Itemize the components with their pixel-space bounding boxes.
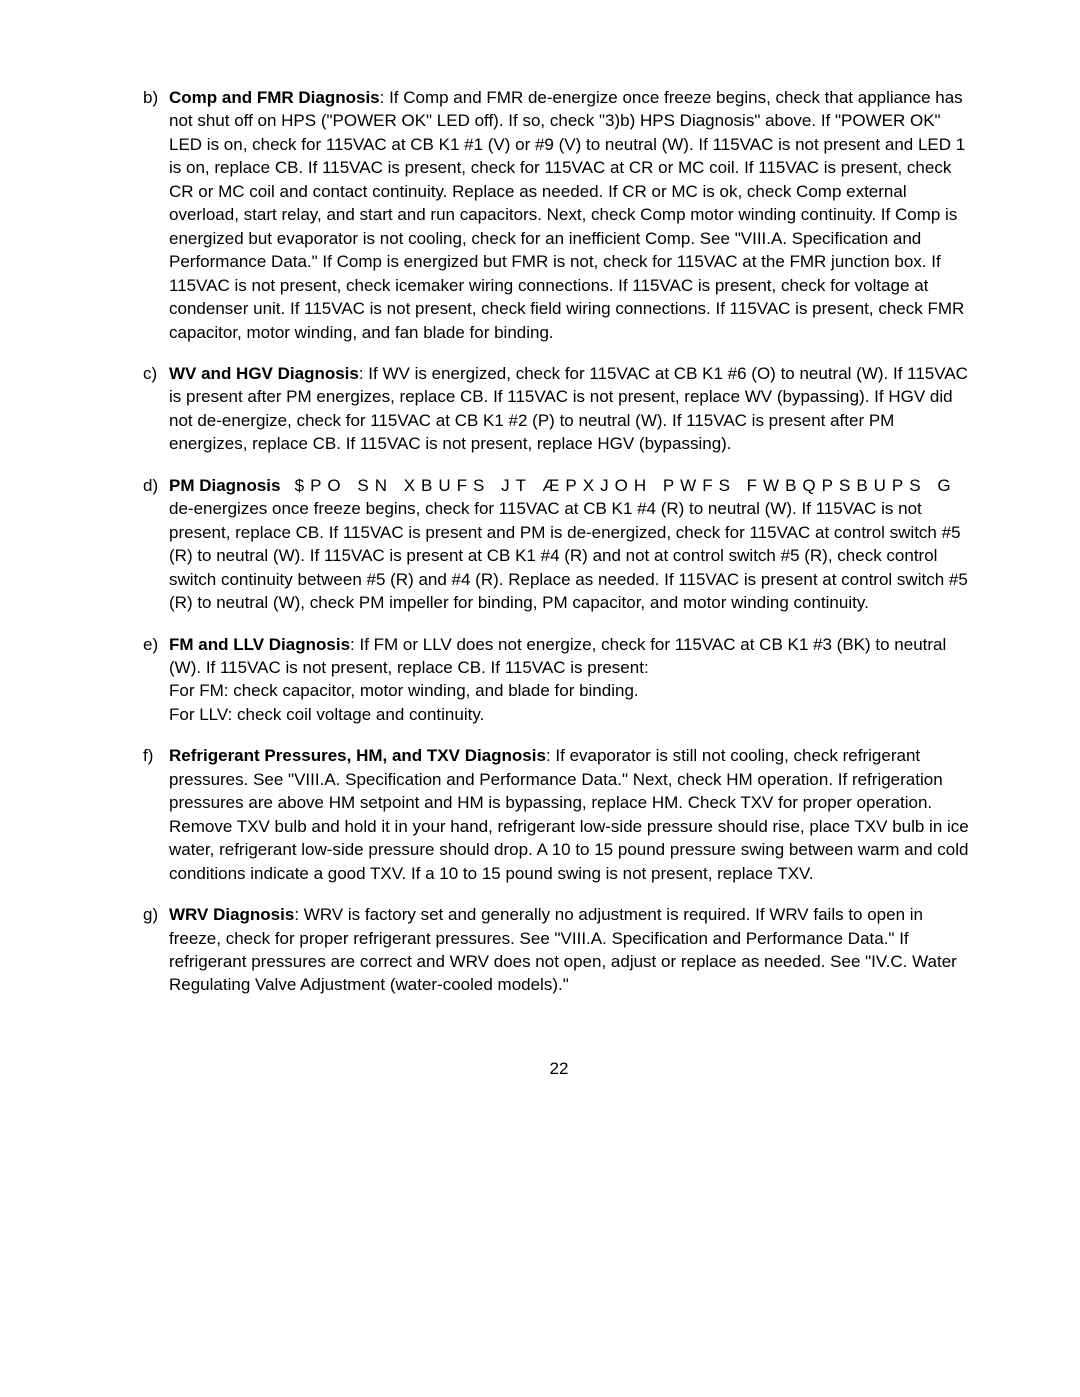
- item-body: Comp and FMR Diagnosis: If Comp and FMR …: [169, 86, 975, 344]
- item-title: WRV Diagnosis: [169, 905, 294, 924]
- item-body: PM Diagnosis $PO SN XBUFS JT ÆPXJOH PWFS…: [169, 474, 975, 615]
- item-paragraph: Refrigerant Pressures, HM, and TXV Diagn…: [169, 744, 975, 885]
- document-page: b)Comp and FMR Diagnosis: If Comp and FM…: [0, 0, 1080, 1140]
- item-marker: f): [143, 744, 169, 885]
- list-item: g)WRV Diagnosis: WRV is factory set and …: [143, 903, 975, 997]
- items-list: b)Comp and FMR Diagnosis: If Comp and FM…: [143, 86, 975, 997]
- item-extra-line: For LLV: check coil voltage and continui…: [169, 703, 975, 726]
- item-marker: g): [143, 903, 169, 997]
- item-paragraph: Comp and FMR Diagnosis: If Comp and FMR …: [169, 86, 975, 344]
- item-paragraph: FM and LLV Diagnosis: If FM or LLV does …: [169, 633, 975, 680]
- item-title: WV and HGV Diagnosis: [169, 364, 359, 383]
- item-body: WV and HGV Diagnosis: If WV is energized…: [169, 362, 975, 456]
- item-text: : If Comp and FMR de-energize once freez…: [169, 88, 965, 342]
- item-body: WRV Diagnosis: WRV is factory set and ge…: [169, 903, 975, 997]
- list-item: f)Refrigerant Pressures, HM, and TXV Dia…: [143, 744, 975, 885]
- list-item: b)Comp and FMR Diagnosis: If Comp and FM…: [143, 86, 975, 344]
- item-text: : If evaporator is still not cooling, ch…: [169, 746, 969, 882]
- list-item: e)FM and LLV Diagnosis: If FM or LLV doe…: [143, 633, 975, 727]
- item-marker: c): [143, 362, 169, 456]
- item-marker: d): [143, 474, 169, 615]
- item-text: de-energizes once freeze begins, check f…: [169, 499, 968, 612]
- item-body: Refrigerant Pressures, HM, and TXV Diagn…: [169, 744, 975, 885]
- item-extra-line: For FM: check capacitor, motor winding, …: [169, 679, 975, 702]
- item-tracked-text: $PO SN XBUFS JT ÆPXJOH PWFS FWBQPSBUPS G: [295, 476, 957, 495]
- item-marker: b): [143, 86, 169, 344]
- item-title: PM Diagnosis: [169, 476, 280, 495]
- item-title: FM and LLV Diagnosis: [169, 635, 350, 654]
- item-paragraph: WV and HGV Diagnosis: If WV is energized…: [169, 362, 975, 456]
- item-paragraph: WRV Diagnosis: WRV is factory set and ge…: [169, 903, 975, 997]
- item-title: Refrigerant Pressures, HM, and TXV Diagn…: [169, 746, 546, 765]
- page-number: 22: [143, 1057, 975, 1080]
- item-title: Comp and FMR Diagnosis: [169, 88, 380, 107]
- item-paragraph: PM Diagnosis $PO SN XBUFS JT ÆPXJOH PWFS…: [169, 474, 975, 615]
- item-marker: e): [143, 633, 169, 727]
- list-item: d)PM Diagnosis $PO SN XBUFS JT ÆPXJOH PW…: [143, 474, 975, 615]
- list-item: c)WV and HGV Diagnosis: If WV is energiz…: [143, 362, 975, 456]
- item-body: FM and LLV Diagnosis: If FM or LLV does …: [169, 633, 975, 727]
